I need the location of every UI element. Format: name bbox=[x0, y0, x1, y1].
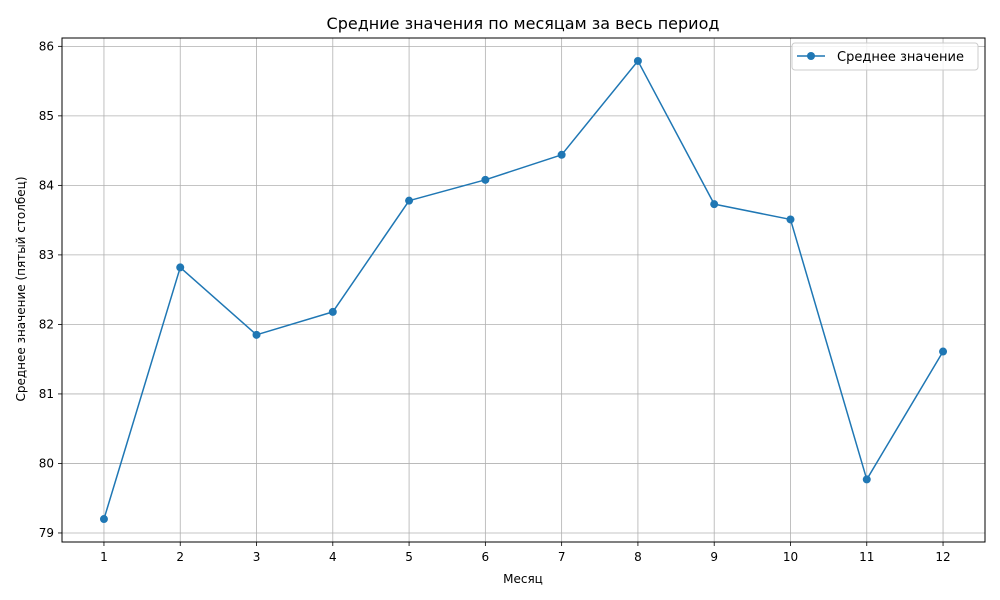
series-line bbox=[103, 60, 944, 520]
data-point bbox=[99, 515, 108, 524]
x-tick-label: 1 bbox=[100, 550, 108, 564]
x-tick-label: 3 bbox=[253, 550, 261, 564]
plot-area bbox=[61, 37, 986, 543]
data-point bbox=[939, 347, 948, 356]
legend-marker-sample bbox=[807, 52, 815, 60]
x-tick-label: 11 bbox=[859, 550, 874, 564]
y-axis-label: Среднее значение (пятый столбец) bbox=[14, 176, 28, 401]
legend: Среднее значение bbox=[791, 42, 979, 71]
x-tick-label: 12 bbox=[935, 550, 950, 564]
x-tick-label: 8 bbox=[634, 550, 642, 564]
data-point bbox=[633, 56, 642, 65]
x-tick-label: 6 bbox=[482, 550, 490, 564]
y-tick-label: 79 bbox=[39, 526, 54, 540]
grid bbox=[62, 38, 985, 542]
data-point bbox=[328, 307, 337, 316]
y-tick-label: 82 bbox=[39, 317, 54, 331]
data-point bbox=[710, 200, 719, 209]
y-tick-label: 86 bbox=[39, 39, 54, 53]
data-point bbox=[176, 263, 185, 272]
data-point bbox=[862, 475, 871, 484]
x-tick-label: 9 bbox=[710, 550, 718, 564]
y-tick-label: 80 bbox=[39, 456, 54, 470]
x-tick-label: 5 bbox=[405, 550, 413, 564]
data-point bbox=[405, 196, 414, 205]
x-tick-label: 7 bbox=[558, 550, 566, 564]
legend-entry-label: Среднее значение bbox=[837, 50, 964, 65]
y-tick-label: 83 bbox=[39, 248, 54, 262]
data-point bbox=[481, 175, 490, 184]
series-group bbox=[99, 56, 948, 524]
y-tick-label: 81 bbox=[39, 387, 54, 401]
x-tick-label: 2 bbox=[176, 550, 184, 564]
y-tick-label: 85 bbox=[39, 109, 54, 123]
data-point bbox=[786, 215, 795, 224]
x-tick-label: 4 bbox=[329, 550, 337, 564]
data-point bbox=[252, 330, 261, 339]
legend-box bbox=[791, 42, 979, 71]
x-tick-label: 10 bbox=[783, 550, 798, 564]
chart-title: Средние значения по месяцам за весь пери… bbox=[327, 14, 720, 33]
y-tick-label: 84 bbox=[39, 178, 54, 192]
data-point bbox=[557, 150, 566, 159]
x-axis-label: Месяц bbox=[503, 572, 543, 586]
